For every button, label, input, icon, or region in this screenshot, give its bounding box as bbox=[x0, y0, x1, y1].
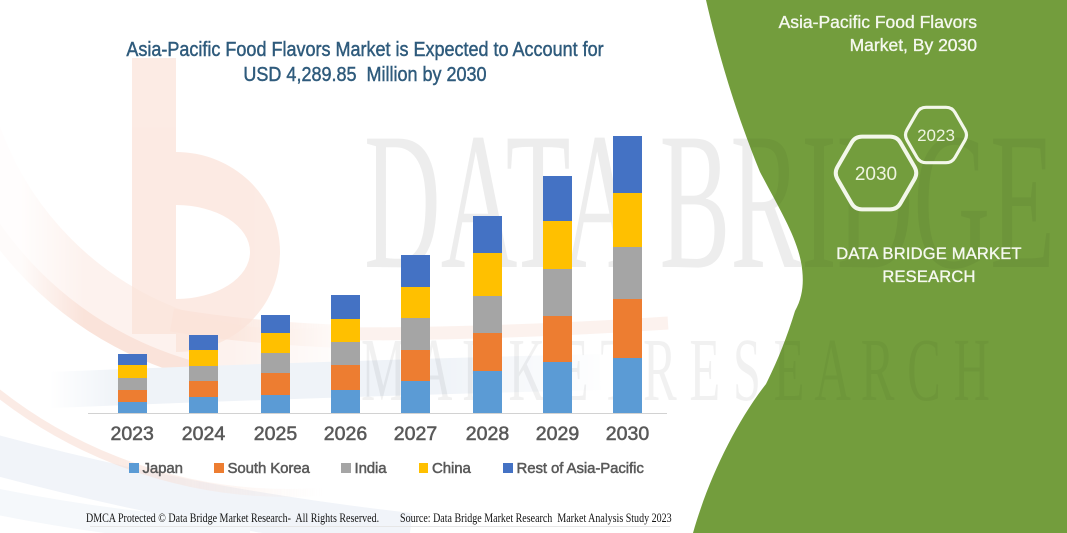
bar-segment-2029-south-korea bbox=[543, 316, 572, 362]
bar-segment-2025-china bbox=[261, 333, 290, 354]
bar-segment-2028-japan bbox=[473, 371, 502, 413]
footer-source-text: Source: Data Bridge Market Research Mark… bbox=[400, 510, 672, 525]
bar-segment-2026-china bbox=[331, 318, 360, 342]
bar-segment-2025-rest-of-asia-pacific bbox=[261, 314, 290, 334]
legend-label: South Korea bbox=[227, 459, 310, 477]
x-axis-label-2023: 2023 bbox=[110, 423, 154, 445]
bar-segment-2028-south-korea bbox=[473, 333, 502, 372]
x-axis-label-2027: 2027 bbox=[393, 423, 438, 445]
watermark-swoosh-band-2 bbox=[0, 488, 251, 533]
side-panel-brand: DATA BRIDGE MARKET RESEARCH bbox=[829, 243, 1029, 288]
side-panel-title-line2: Market, By 2030 bbox=[849, 35, 977, 55]
green-panel-shape bbox=[693, 0, 1067, 533]
chart-title-line2: USD 4,289.85 Million by 2030 bbox=[243, 64, 487, 86]
side-panel-title-line1: Asia-Pacific Food Flavors bbox=[778, 12, 977, 32]
legend-swatch-icon bbox=[341, 463, 351, 473]
watermark-swoosh-band bbox=[0, 435, 413, 533]
legend-label: China bbox=[432, 459, 471, 477]
chart-title: Asia-Pacific Food Flavors Market is Expe… bbox=[0, 38, 730, 88]
side-panel-brand-line2: RESEARCH bbox=[882, 267, 976, 286]
bar-segment-2030-south-korea bbox=[613, 298, 642, 359]
bar-segment-2024-japan bbox=[189, 396, 218, 413]
bar-segment-2023-china bbox=[117, 365, 147, 378]
x-axis-label-2029: 2029 bbox=[535, 423, 580, 445]
x-axis-label-2025: 2025 bbox=[253, 423, 298, 445]
bar-segment-2025-japan bbox=[261, 394, 290, 413]
legend-label: Japan bbox=[142, 459, 183, 477]
bar-segment-2024-south-korea bbox=[189, 380, 218, 397]
bar-segment-2024-china bbox=[189, 349, 218, 366]
x-axis-label-2026: 2026 bbox=[323, 423, 368, 445]
watermark-b-logo bbox=[132, 58, 280, 352]
bar-segment-2028-china bbox=[473, 253, 502, 296]
bar-segment-2030-china bbox=[613, 192, 642, 247]
bar-segment-2027-south-korea bbox=[401, 349, 430, 381]
bar-segment-2026-south-korea bbox=[331, 365, 360, 390]
x-axis-label-2028: 2028 bbox=[465, 423, 510, 445]
legend-item-india: India bbox=[341, 459, 387, 477]
bar-segment-2029-china bbox=[543, 221, 572, 269]
legend-label: Rest of Asia-Pacific bbox=[516, 459, 644, 477]
legend-swatch-icon bbox=[129, 463, 139, 473]
bar-segment-2027-india bbox=[401, 318, 430, 350]
footer-dmca-text: DMCA Protected © Data Bridge Market Rese… bbox=[86, 510, 380, 525]
bar-segment-2030-india bbox=[613, 246, 642, 299]
bar-segment-2026-rest-of-asia-pacific bbox=[331, 295, 360, 319]
chart-title-line1: Asia-Pacific Food Flavors Market is Expe… bbox=[126, 39, 604, 61]
side-panel-brand-line1: DATA BRIDGE MARKET bbox=[836, 245, 1022, 263]
x-axis-label-2030: 2030 bbox=[605, 423, 650, 445]
bar-segment-2029-rest-of-asia-pacific bbox=[543, 175, 572, 222]
bar-segment-2023-japan bbox=[117, 402, 147, 413]
legend-item-china: China bbox=[418, 459, 471, 477]
bar-segment-2026-india bbox=[331, 341, 360, 366]
legend-item-south-korea: South Korea bbox=[214, 459, 310, 477]
bar-segment-2024-rest-of-asia-pacific bbox=[189, 335, 218, 350]
bar-segment-2025-india bbox=[261, 353, 290, 374]
side-panel-title: Asia-Pacific Food Flavors Market, By 203… bbox=[737, 11, 977, 57]
bar-segment-2024-india bbox=[189, 365, 218, 381]
bar-segment-2023-south-korea bbox=[117, 389, 147, 403]
x-axis-label-2024: 2024 bbox=[181, 423, 226, 445]
bar-segment-2027-china bbox=[401, 286, 430, 319]
bar-segment-2027-rest-of-asia-pacific bbox=[401, 254, 430, 287]
bar-segment-2028-india bbox=[473, 295, 502, 334]
bar-segment-2030-japan bbox=[613, 358, 642, 413]
legend-swatch-icon bbox=[418, 463, 428, 473]
legend-item-rest-of-asia-pacific: Rest of Asia-Pacific bbox=[503, 459, 644, 477]
bar-segment-2027-japan bbox=[401, 380, 430, 413]
bar-segment-2025-south-korea bbox=[261, 373, 290, 395]
legend-swatch-icon bbox=[214, 463, 224, 473]
bar-segment-2029-india bbox=[543, 268, 572, 317]
bar-segment-2029-japan bbox=[543, 361, 572, 413]
legend-swatch-icon bbox=[503, 463, 513, 473]
bar-segment-2028-rest-of-asia-pacific bbox=[473, 215, 502, 254]
legend-item-japan: Japan bbox=[129, 459, 183, 477]
bar-segment-2026-japan bbox=[331, 389, 360, 413]
bar-segment-2023-india bbox=[117, 377, 147, 390]
bar-segment-2023-rest-of-asia-pacific bbox=[117, 354, 147, 366]
legend-label: India bbox=[354, 459, 387, 477]
footer-divider-line bbox=[90, 526, 670, 527]
bar-segment-2030-rest-of-asia-pacific bbox=[613, 136, 642, 193]
x-axis-line bbox=[88, 413, 667, 414]
